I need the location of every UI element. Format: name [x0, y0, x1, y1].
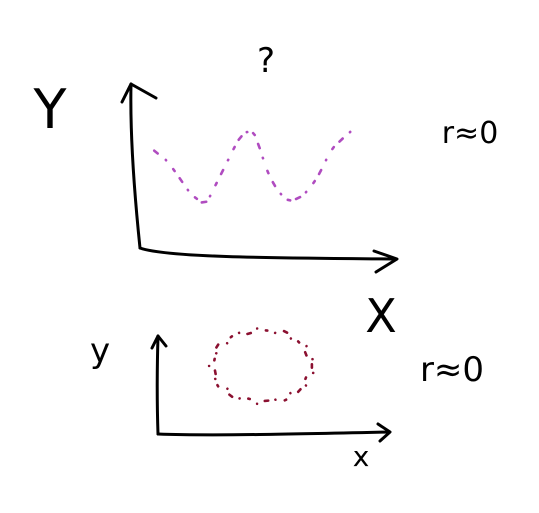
- bottom-plot-point: [213, 369, 217, 376]
- bottom-plot-point: [246, 331, 253, 336]
- top-plot-point: [286, 198, 292, 202]
- top-plot-x-axis: [138, 246, 397, 261]
- top-plot-y-axis: [129, 82, 142, 250]
- top-plot-point: [219, 168, 225, 176]
- bottom-plot-point: [229, 335, 234, 339]
- bottom-plot-point: [303, 350, 308, 357]
- top-plot-point: [237, 135, 243, 142]
- top-plot-point: [348, 130, 352, 134]
- top-plot-point: [178, 176, 184, 184]
- top-plot-point: [279, 192, 283, 196]
- bottom-plot-point: [304, 376, 308, 381]
- bottom-plot-point: [228, 393, 234, 399]
- top-plot-x-arrowhead: [372, 249, 399, 274]
- top-plot-point: [338, 137, 345, 143]
- top-plot-point: [324, 158, 328, 162]
- bottom-plot-point: [282, 329, 289, 334]
- bottom-plot-points: [207, 327, 315, 406]
- bottom-plot-point: [255, 327, 259, 330]
- bottom-plot-point: [213, 377, 217, 381]
- bottom-plot-point: [214, 352, 218, 355]
- bottom-plot-point: [310, 363, 314, 369]
- bottom-plot-y-axis: [155, 334, 160, 436]
- bottom-plot-y-label: y: [90, 331, 110, 371]
- top-plot-point: [261, 156, 265, 160]
- bottom-plot-point: [304, 384, 308, 387]
- bottom-plot-point: [255, 402, 259, 406]
- top-plot-point: [208, 194, 212, 198]
- top-plot-point: [331, 145, 336, 151]
- top-plot-point: [164, 158, 168, 162]
- bottom-plot-point: [263, 399, 270, 403]
- top-plot-point: [245, 130, 249, 134]
- top-plot-point: [251, 131, 257, 137]
- bottom-plot-point: [237, 331, 241, 335]
- top-plot-point: [193, 196, 199, 201]
- top-plot-points: [152, 130, 352, 204]
- top-plot-point: [214, 181, 218, 187]
- bottom-plot-x-arrowhead: [376, 422, 392, 443]
- bottom-plot-point: [273, 331, 277, 335]
- bottom-plot-point: [289, 391, 292, 395]
- bottom-plot-point: [283, 398, 288, 402]
- top-plot-y-label: Y: [33, 78, 68, 141]
- bottom-plot-point: [247, 397, 252, 401]
- top-plot-point: [312, 179, 317, 185]
- bottom-plot-point: [216, 383, 220, 388]
- top-plot-point: [294, 195, 302, 201]
- top-plot-x-label: X: [365, 289, 397, 343]
- bottom-plot-point: [305, 344, 308, 348]
- top-plot-point: [152, 149, 159, 155]
- top-plot-point: [304, 190, 308, 194]
- bottom-plot-point: [311, 357, 314, 361]
- top-plot-point: [200, 200, 208, 204]
- bottom-plot-point: [274, 398, 277, 401]
- top-plot-title: ?: [257, 41, 275, 81]
- bottom-plot-point: [225, 341, 229, 345]
- bottom-plot-point: [213, 357, 216, 362]
- bottom-plot: y x r≈0: [90, 327, 484, 473]
- bottom-plot-point: [215, 343, 220, 349]
- bottom-plot-point: [264, 329, 269, 332]
- bottom-plot-annotation: r≈0: [420, 350, 484, 390]
- top-plot-point: [232, 145, 236, 151]
- top-plot-point: [226, 158, 230, 162]
- bottom-plot-point: [296, 340, 301, 344]
- top-plot: ? Y X r≈0: [33, 41, 499, 343]
- bottom-plot-point: [289, 337, 293, 340]
- top-plot-point: [186, 188, 190, 192]
- top-plot-annotation: r≈0: [442, 116, 499, 151]
- bottom-plot-x-axis: [156, 430, 390, 437]
- top-plot-point: [271, 180, 277, 188]
- top-plot-point: [256, 142, 262, 150]
- top-plot-point: [171, 167, 176, 173]
- top-plot-y-arrowhead: [120, 82, 158, 104]
- bottom-plot-point: [238, 397, 241, 400]
- bottom-plot-x-label: x: [353, 440, 370, 473]
- bottom-plot-y-arrowhead: [150, 334, 168, 350]
- bottom-plot-point: [226, 387, 229, 391]
- bottom-plot-point: [296, 387, 302, 394]
- bottom-plot-point: [311, 371, 315, 375]
- top-plot-point: [266, 169, 270, 175]
- top-plot-point: [317, 168, 323, 176]
- bottom-plot-point: [207, 364, 211, 368]
